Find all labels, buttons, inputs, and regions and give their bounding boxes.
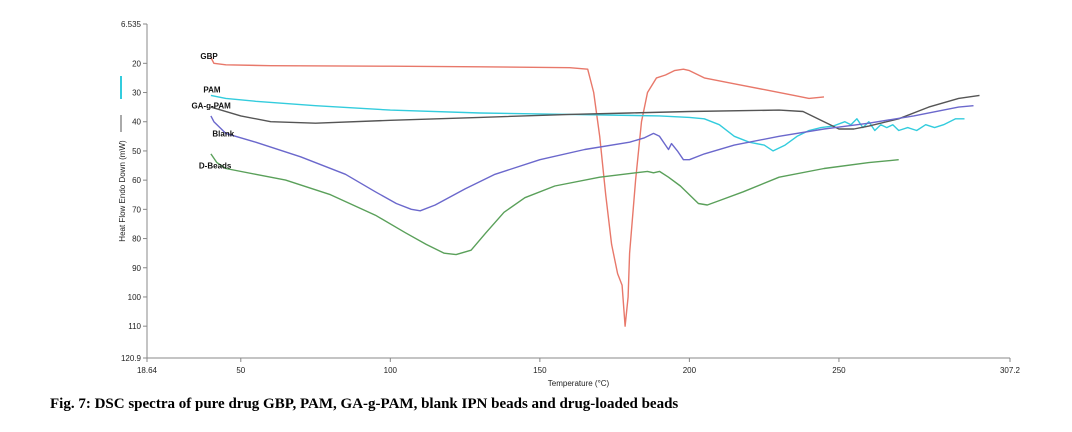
series-line-gbp — [210, 57, 825, 327]
series-label-d-beads: D-Beads — [199, 162, 232, 171]
plot-area — [0, 0, 1072, 390]
y-tick-label: 120.9 — [121, 354, 142, 363]
series-label-pam: PAM — [203, 86, 221, 95]
x-tick-label: 307.2 — [1000, 366, 1021, 375]
dsc-chart: 6.535 20 30 40 50 60 70 80 90 100 110 120.9 18.64 50… — [0, 0, 1072, 390]
series-label-gbp: GBP — [200, 52, 218, 61]
series-lines — [210, 57, 980, 327]
series-line-blank — [210, 105, 974, 212]
x-tick-label: 18.64 — [137, 366, 158, 375]
y-tick-label: 110 — [128, 322, 141, 331]
figure-caption: Fig. 7: DSC spectra of pure drug GBP, PA… — [50, 396, 679, 412]
y-tick-label: 60 — [132, 176, 141, 185]
x-tick-label: 150 — [533, 366, 547, 375]
series-labels: GBP PAM GA-g-PAM Blank D-Beads — [191, 52, 234, 171]
axes — [146, 24, 1010, 359]
y-tick-label: 20 — [132, 59, 141, 68]
y-axis-title: Heat Flow Endo Down (mW) — [118, 140, 127, 242]
y-tick-label: 90 — [132, 264, 141, 273]
y-ticks: 6.535 20 30 40 50 60 70 80 90 100 110 120.9 — [121, 20, 147, 363]
x-tick-label: 100 — [384, 366, 398, 375]
x-axis-title: Temperature (°C) — [548, 379, 610, 388]
y-tick-label: 50 — [132, 147, 141, 156]
x-tick-label: 50 — [236, 366, 245, 375]
y-tick-label: 100 — [128, 293, 142, 302]
y-tick-label: 80 — [132, 235, 141, 244]
series-line-d-beads — [210, 153, 899, 256]
x-ticks: 18.64 50 100 150 200 250 307.2 — [137, 358, 1021, 375]
series-label-blank: Blank — [212, 129, 234, 138]
y-tick-label: 40 — [132, 118, 141, 127]
x-tick-label: 250 — [832, 366, 846, 375]
y-tick-label: 70 — [132, 205, 141, 214]
x-tick-label: 200 — [683, 366, 697, 375]
y-tick-label: 6.535 — [121, 20, 142, 29]
series-label-ga-g-pam: GA-g-PAM — [191, 102, 231, 111]
y-tick-label: 30 — [132, 89, 141, 98]
